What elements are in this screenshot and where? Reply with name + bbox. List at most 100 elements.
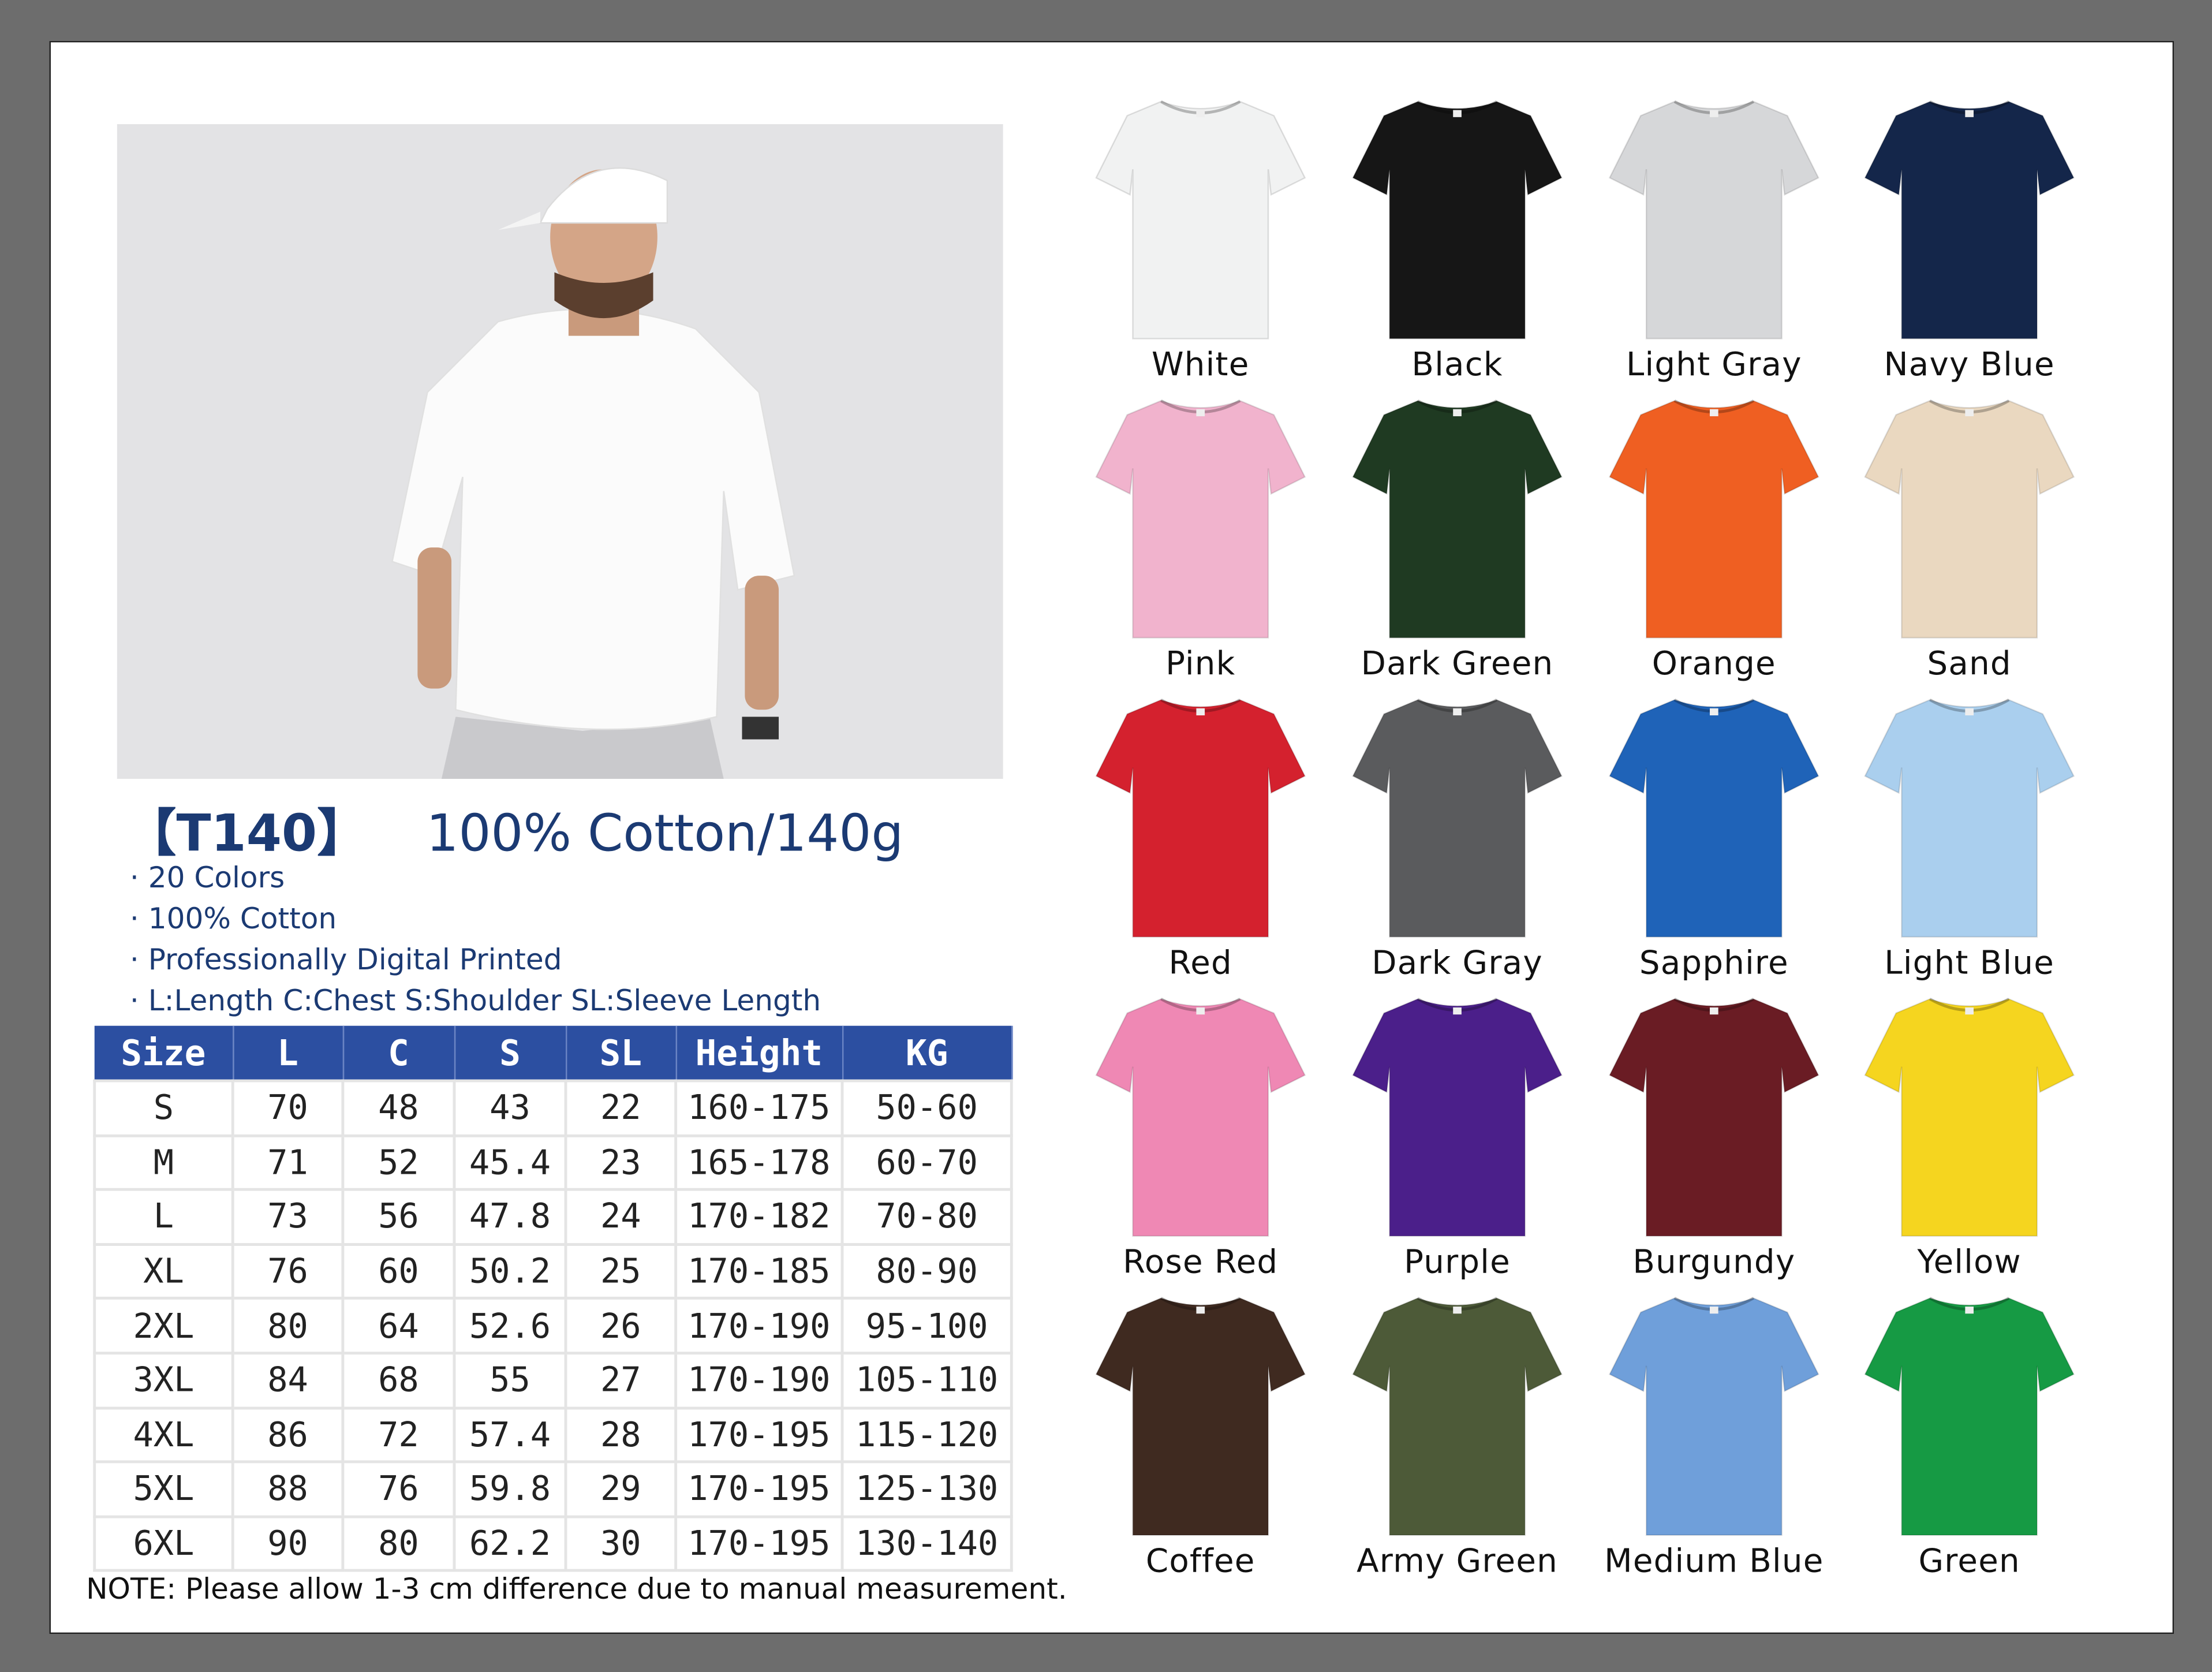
model-photo	[117, 124, 1003, 779]
table-cell: 4XL	[93, 1406, 234, 1464]
table-cell: 170-182	[674, 1188, 844, 1246]
color-name-label: Dark Gray	[1372, 945, 1543, 982]
table-cell: 125-130	[840, 1460, 1013, 1518]
table-cell: 95-100	[840, 1297, 1013, 1355]
color-swatch: Navy Blue	[1856, 96, 2082, 384]
model-illustration	[117, 124, 1003, 779]
table-cell: 90	[231, 1515, 345, 1573]
table-cell: 55	[453, 1352, 567, 1409]
table-cell: 2XL	[93, 1297, 234, 1355]
tshirt-icon	[1864, 1297, 2075, 1536]
table-row: 2XL 80 64 52.6 26 170-190 95-100	[93, 1297, 1013, 1355]
table-cell: 23	[564, 1133, 678, 1192]
table-cell: 76	[231, 1242, 345, 1300]
table-cell: 28	[564, 1406, 678, 1464]
color-swatch: Dark Green	[1344, 395, 1570, 683]
color-name-label: Pink	[1165, 646, 1236, 683]
size-chart-table: Size L C S SL Height KG S 70 48 43 22 160-175 50-60 M…	[93, 1025, 1013, 1573]
color-name-label: Sand	[1927, 646, 2012, 683]
table-cell: 88	[231, 1460, 345, 1518]
color-swatch: Light Gray	[1601, 96, 1827, 384]
table-cell: 86	[231, 1406, 345, 1464]
column-header: C	[342, 1025, 455, 1081]
color-name-label: Green	[1918, 1543, 2020, 1581]
table-cell: 170-190	[674, 1352, 844, 1409]
table-cell: 130-140	[840, 1515, 1013, 1573]
color-name-label: Red	[1168, 945, 1232, 982]
table-cell: 60	[341, 1242, 456, 1300]
table-cell: 170-195	[674, 1515, 844, 1573]
tshirt-icon	[1352, 1297, 1563, 1536]
table-cell: 57.4	[453, 1406, 567, 1464]
tshirt-icon	[1095, 1297, 1306, 1536]
table-cell: 170-190	[674, 1297, 844, 1355]
color-name-label: Dark Green	[1361, 646, 1554, 683]
color-name-label: Army Green	[1357, 1543, 1558, 1581]
table-cell: 6XL	[93, 1515, 234, 1573]
tshirt-icon	[1352, 998, 1563, 1237]
table-cell: 45.4	[453, 1133, 567, 1192]
table-row: XL 76 60 50.2 25 170-185 80-90	[93, 1242, 1013, 1300]
tshirt-icon	[1608, 1297, 1819, 1536]
table-cell: 29	[564, 1460, 678, 1518]
table-cell: 70	[231, 1079, 345, 1137]
table-cell: 160-175	[674, 1079, 844, 1137]
table-cell: M	[93, 1133, 234, 1192]
table-cell: 25	[564, 1242, 678, 1300]
table-cell: 105-110	[840, 1352, 1013, 1409]
color-name-label: Orange	[1651, 646, 1776, 683]
color-name-label: Burgundy	[1632, 1244, 1796, 1282]
color-swatch: Green	[1856, 1293, 2082, 1581]
table-cell: 76	[341, 1460, 456, 1518]
color-name-label: Rose Red	[1123, 1244, 1279, 1282]
tshirt-icon	[1352, 399, 1563, 639]
table-row: 3XL 84 68 55 27 170-190 105-110	[93, 1352, 1013, 1409]
color-swatch: Sapphire	[1601, 694, 1827, 982]
table-cell: 80	[231, 1297, 345, 1355]
table-row: L 73 56 47.8 24 170-182 70-80	[93, 1188, 1013, 1246]
color-name-label: Sapphire	[1639, 945, 1789, 982]
table-cell: S	[93, 1079, 234, 1137]
color-swatch: Light Blue	[1856, 694, 2082, 982]
color-swatch: Purple	[1344, 994, 1570, 1281]
tshirt-icon	[1864, 399, 2075, 639]
table-cell: L	[93, 1188, 234, 1246]
tshirt-icon	[1864, 100, 2075, 339]
table-cell: 22	[564, 1079, 678, 1137]
product-headline: 100% Cotton/140g	[426, 805, 904, 864]
table-cell: 52.6	[453, 1297, 567, 1355]
table-cell: 50-60	[840, 1079, 1013, 1137]
table-cell: 170-185	[674, 1242, 844, 1300]
color-swatch: Yellow	[1856, 994, 2082, 1281]
column-header: KG	[842, 1025, 1012, 1081]
table-cell: 64	[341, 1297, 456, 1355]
color-name-label: White	[1151, 347, 1250, 384]
color-name-label: Coffee	[1145, 1543, 1256, 1581]
table-cell: 84	[231, 1352, 345, 1409]
table-cell: 70-80	[840, 1188, 1013, 1246]
table-header-row: Size L C S SL Height KG	[94, 1025, 1012, 1081]
table-row: S 70 48 43 22 160-175 50-60	[93, 1079, 1013, 1137]
tshirt-icon	[1608, 399, 1819, 639]
color-swatch: Coffee	[1088, 1293, 1313, 1581]
color-swatch: White	[1088, 96, 1313, 384]
column-header: S	[454, 1025, 567, 1081]
column-header: SL	[566, 1025, 677, 1081]
color-swatch: Medium Blue	[1601, 1293, 1827, 1581]
feature-list: · 20 Colors · 100% Cotton · Professional…	[130, 858, 821, 1021]
table-cell: 80	[341, 1515, 456, 1573]
measurement-note: NOTE: Please allow 1-3 cm difference due…	[86, 1572, 1067, 1606]
color-swatch: Red	[1088, 694, 1313, 982]
color-swatch: Black	[1344, 96, 1570, 384]
tshirt-icon	[1095, 998, 1306, 1237]
table-cell: 68	[341, 1352, 456, 1409]
color-name-label: Light Blue	[1884, 945, 2055, 982]
color-swatch: Rose Red	[1088, 994, 1313, 1282]
feature-item: · L:Length C:Chest S:Shoulder SL:Sleeve …	[129, 983, 821, 1018]
tshirt-icon	[1352, 699, 1563, 938]
tshirt-icon	[1608, 699, 1819, 938]
column-header: Height	[675, 1025, 843, 1081]
color-name-label: Medium Blue	[1604, 1543, 1824, 1581]
tshirt-icon	[1864, 699, 2075, 938]
